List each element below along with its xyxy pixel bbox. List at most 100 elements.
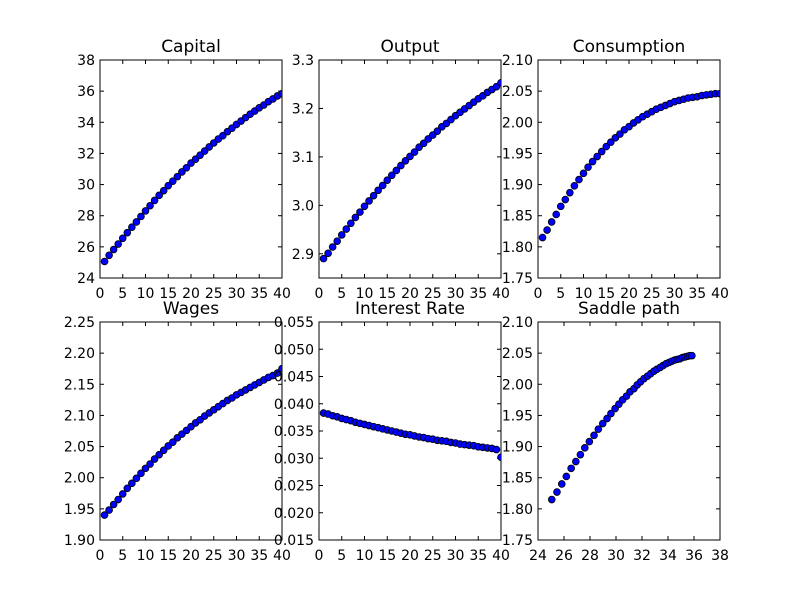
wages-x-tick-label: 5: [118, 548, 127, 564]
output-x-tick-label: 0: [315, 286, 324, 302]
capital-axes-frame: [99, 59, 283, 279]
saddle-path-data-point: [688, 351, 696, 360]
wages-x-tick-label: 0: [96, 548, 105, 564]
saddle-path-y-tick-label: 2.05: [502, 346, 533, 362]
saddle-path-data-point: [562, 472, 571, 481]
output-data-point: [333, 237, 342, 245]
consumption-data-point: [588, 157, 597, 166]
saddle-path-data-point: [557, 480, 566, 488]
output-y-tick-label: 3.0: [292, 198, 314, 214]
interest-rate-x-tick-label: 25: [424, 548, 442, 564]
output-x-tick-label: 40: [492, 286, 510, 302]
consumption-x-tick-label: 0: [534, 286, 543, 302]
output-data-point: [378, 181, 387, 190]
saddle-path-x-tick-label: 28: [581, 548, 599, 564]
output-y-tick-label: 3.3: [292, 53, 314, 69]
consumption-y-tick-label: 2.00: [502, 115, 533, 131]
consumption-data-point: [566, 188, 574, 197]
wages-data-point: [123, 484, 132, 493]
capital-x-tick-label: 30: [228, 286, 246, 302]
consumption-y-tick-label: 1.75: [502, 271, 533, 287]
consumption-data-point: [616, 130, 624, 138]
wages-y-tick-label: 1.90: [64, 533, 95, 549]
interest-rate-y-tick-label: 0.050: [274, 342, 314, 358]
saddle-path-x-tick-label: 24: [529, 548, 547, 564]
output-data-point: [374, 186, 382, 195]
consumption-x-tick-label: 40: [711, 286, 729, 302]
capital-data-point: [159, 186, 168, 195]
capital-series: [100, 89, 282, 266]
interest-rate-x-tick-label: 15: [378, 548, 396, 564]
output-data-point: [337, 231, 346, 239]
saddle-path-data-point: [598, 419, 607, 428]
capital-x-tick-label: 25: [205, 286, 223, 302]
wages-data-point: [150, 455, 159, 463]
output-data-point: [392, 166, 401, 175]
saddle-path-y-tick-label: 2.00: [502, 377, 533, 393]
wages-x-tick-label: 15: [159, 548, 177, 564]
output-data-point: [324, 249, 332, 258]
consumption-data-point: [597, 147, 606, 156]
saddle-path-data-point: [567, 464, 575, 473]
interest-rate-axes-frame: [318, 321, 502, 541]
interest-rate-x-tick-label: 35: [469, 548, 487, 564]
wages-panel: 0 5 10 15 20 25 30 35 401.901.952.002.052.102.15…: [64, 299, 291, 564]
interest-rate-y-tick-label: 0.020: [274, 506, 314, 522]
wages-data-point: [118, 490, 127, 498]
consumption-data-point: [556, 202, 565, 211]
consumption-x-tick-label: 30: [666, 286, 684, 302]
wages-data-point: [109, 500, 118, 509]
saddle-path-data-point: [585, 437, 594, 446]
output-y-tick-label: 3.2: [292, 101, 314, 117]
capital-data-point: [123, 228, 132, 237]
output-data-point: [419, 139, 428, 148]
wages-data-point: [141, 464, 150, 473]
wages-data-point: [132, 474, 141, 483]
output-x-tick-label: 35: [469, 286, 487, 302]
interest-rate-y-tick-label: 0.030: [274, 451, 314, 467]
saddle-path-y-tick-label: 1.95: [502, 408, 533, 424]
saddle-path-data-point: [603, 414, 611, 423]
consumption-data-point: [584, 163, 592, 171]
consumption-x-tick-label: 20: [620, 286, 638, 302]
output-data-point: [433, 127, 442, 136]
interest-rate-y-tick-label: 0.045: [274, 370, 314, 386]
wages-y-tick-label: 2.25: [64, 315, 95, 331]
consumption-y-tick-label: 2.10: [502, 53, 533, 69]
output-data-point: [351, 213, 360, 222]
capital-data-point: [173, 172, 182, 181]
capital-data-point: [164, 181, 173, 190]
output-data-point: [387, 171, 396, 180]
capital-x-tick-label: 5: [118, 286, 127, 302]
wages-series: [100, 364, 282, 519]
saddle-path-data-point: [594, 425, 603, 433]
output-axes-frame: [318, 59, 502, 279]
wages-y-tick-label: 1.95: [64, 502, 95, 518]
wages-x-tick-label: 25: [205, 548, 223, 564]
interest-rate-x-tick-label: 20: [401, 548, 419, 564]
consumption-data-point: [570, 182, 579, 190]
output-data-point: [319, 254, 328, 263]
output-data-point: [397, 161, 405, 170]
saddle-path-x-tick-label: 38: [711, 548, 729, 564]
interest-rate-data-point: [492, 445, 501, 454]
interest-rate-data-point: [497, 453, 501, 461]
saddle-path-y-tick-label: 1.75: [502, 533, 533, 549]
consumption-y-tick-label: 1.80: [502, 240, 533, 256]
output-x-tick-label: 30: [447, 286, 465, 302]
output-data-point: [328, 243, 337, 251]
interest-rate-y-tick-label: 0.055: [274, 315, 314, 331]
saddle-path-data-point: [607, 409, 615, 418]
output-data-point: [356, 208, 364, 216]
output-data-point: [365, 197, 373, 205]
capital-y-tick-label: 38: [77, 53, 95, 69]
consumption-y-tick-label: 2.05: [502, 84, 533, 100]
consumption-x-tick-label: 15: [597, 286, 615, 302]
consumption-title: Consumption: [573, 37, 686, 57]
wages-y-tick-label: 2.20: [64, 346, 95, 362]
consumption-data-point: [543, 226, 551, 234]
wages-x-tick-label: 35: [250, 548, 268, 564]
wages-data-point: [105, 506, 113, 514]
